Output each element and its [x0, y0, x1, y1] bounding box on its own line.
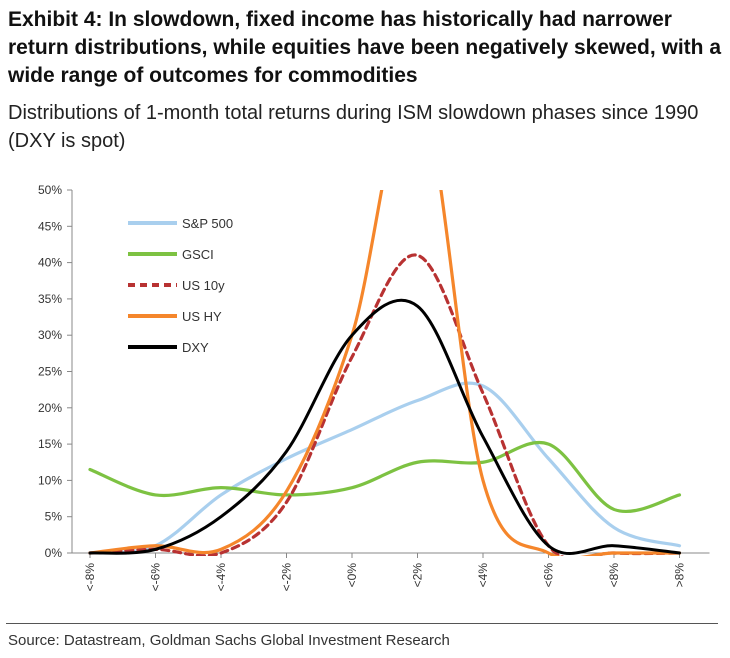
- y-tick-label: 20%: [38, 401, 62, 415]
- legend-item-us-10y: US 10y: [128, 278, 225, 293]
- x-tick-label: <-2%: [280, 563, 294, 592]
- legend-label: DXY: [182, 340, 209, 355]
- series-line-us-10y: [88, 253, 682, 556]
- y-tick-label: 50%: [38, 183, 62, 197]
- footer-divider: [6, 623, 718, 624]
- legend-label: US 10y: [182, 278, 225, 293]
- x-tick-label: <0%: [345, 563, 359, 588]
- series-line-dxy: [88, 298, 681, 556]
- x-tick-label: <2%: [411, 563, 425, 588]
- y-tick-label: 30%: [38, 328, 62, 342]
- y-tick-label: 10%: [38, 473, 62, 487]
- series-line-us-hy: [88, 190, 682, 556]
- legend-item-gsci: GSCI: [128, 247, 214, 262]
- x-tick-label: <4%: [476, 563, 490, 588]
- legend-item-us-hy: US HY: [128, 309, 222, 324]
- x-tick-label: <-4%: [214, 563, 228, 592]
- x-tick-label: <6%: [542, 563, 556, 588]
- legend-item-s-p-500: S&P 500: [128, 216, 233, 231]
- chart-area: 0% 5% 10% 15% 20% 25% 30% 35% 40% 45% 50% <-8% <-6% <…: [0, 176, 730, 616]
- y-tick-label: 35%: [38, 292, 62, 306]
- legend-item-dxy: DXY: [128, 340, 209, 355]
- y-tick-label: 5%: [45, 510, 63, 524]
- legend-label: GSCI: [182, 247, 214, 262]
- legend-label: S&P 500: [182, 216, 233, 231]
- y-tick-label: 45%: [38, 219, 62, 233]
- y-tick-label: 0%: [45, 546, 63, 560]
- source-note: Source: Datastream, Goldman Sachs Global…: [8, 632, 450, 649]
- y-tick-label: 25%: [38, 365, 62, 379]
- x-tick-label: <-8%: [83, 563, 97, 592]
- y-tick-label: 40%: [38, 256, 62, 270]
- y-tick-label: 15%: [38, 437, 62, 451]
- line-chart: 0% 5% 10% 15% 20% 25% 30% 35% 40% 45% 50% <-8% <-6% <…: [38, 183, 710, 592]
- x-tick-label: <-6%: [149, 563, 163, 592]
- series-line-gsci: [88, 440, 682, 513]
- x-tick-label: >8%: [673, 563, 687, 588]
- chart-subtitle: Distributions of 1-month total returns d…: [8, 102, 699, 152]
- series-line-s-p-500: [88, 381, 682, 555]
- chart-title: Exhibit 4: In slowdown, fixed income has…: [8, 8, 722, 87]
- legend-label: US HY: [182, 309, 222, 324]
- x-tick-label: <8%: [607, 563, 621, 588]
